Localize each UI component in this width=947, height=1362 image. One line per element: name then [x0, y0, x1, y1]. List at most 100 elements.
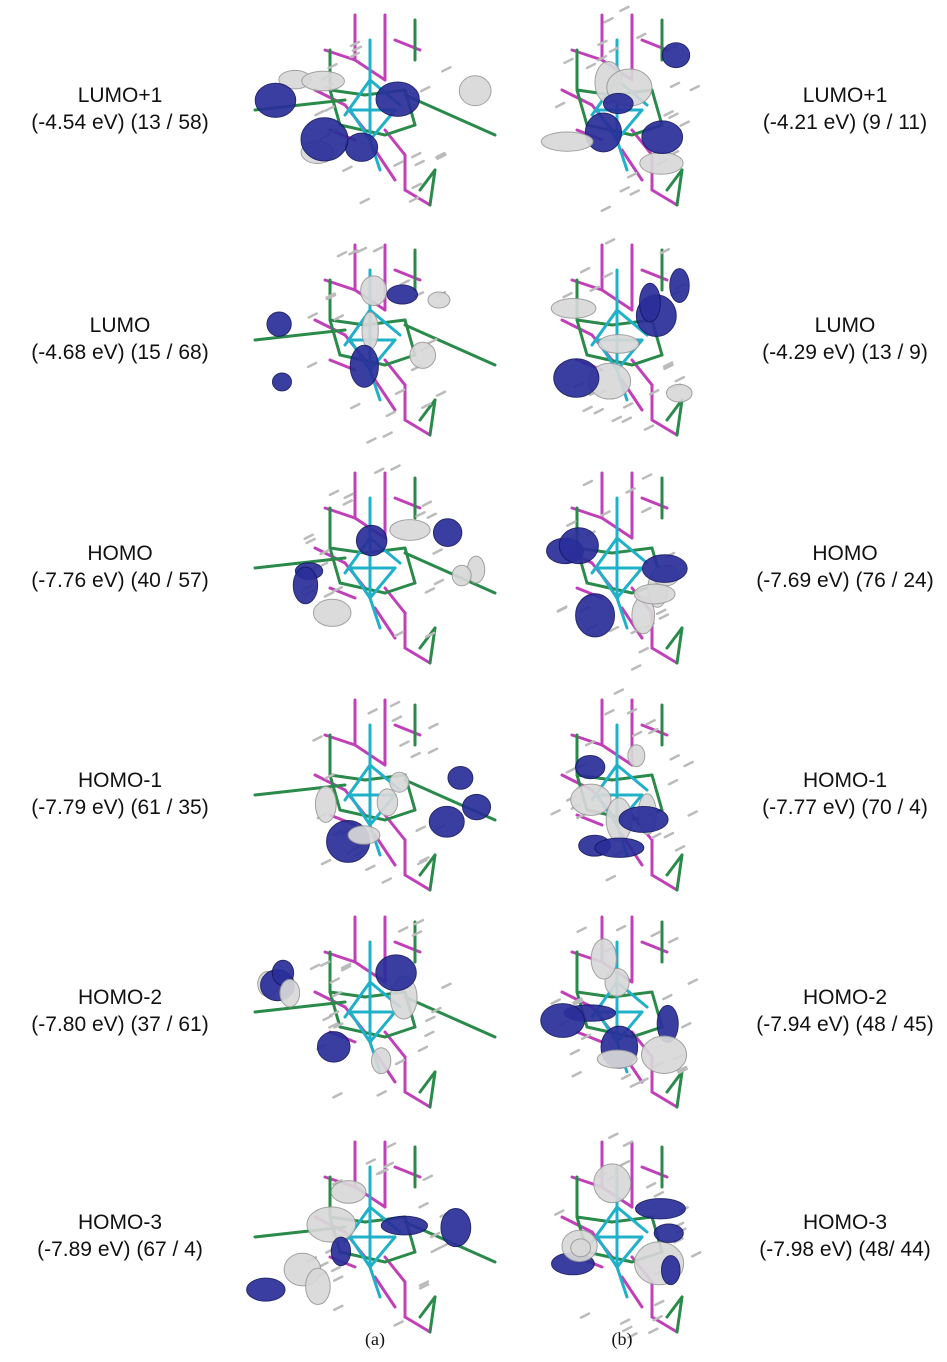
molecule-image — [247, 1142, 495, 1332]
molecule-image — [552, 690, 697, 890]
orbital-name: HOMO — [87, 542, 152, 565]
orbital-lobe — [267, 312, 291, 336]
bond — [358, 248, 366, 252]
bond — [573, 1072, 581, 1076]
bond — [350, 1012, 370, 1042]
bond — [428, 514, 436, 518]
orbital-energy: (-4.29 eV) (13 / 9) — [762, 341, 928, 364]
bond — [578, 928, 586, 932]
orbital-lobe — [598, 335, 638, 354]
bond — [367, 438, 375, 442]
orbital-lobe — [356, 525, 386, 555]
orbital-lobe — [331, 1181, 366, 1204]
bond — [405, 648, 430, 663]
figure: LUMO+1(-4.54 eV) (13 / 58)LUMO(-4.68 eV)… — [0, 0, 947, 1362]
bond — [315, 111, 323, 115]
bond — [621, 1320, 629, 1324]
bond — [632, 665, 640, 669]
orbital-lobe — [575, 756, 604, 779]
orbital-lobe — [541, 132, 593, 151]
bond — [555, 1211, 563, 1215]
bond — [412, 153, 420, 157]
bond — [385, 125, 415, 135]
bond — [366, 866, 374, 870]
orbital-lobe — [541, 1004, 585, 1038]
orbital-lobe — [376, 955, 417, 991]
orbital-lobe — [372, 1048, 391, 1074]
bond — [321, 962, 329, 966]
bond — [405, 997, 495, 1037]
orbital-lobe — [377, 789, 397, 816]
bond — [617, 926, 625, 930]
bond — [609, 1134, 617, 1138]
bond — [581, 268, 589, 272]
orbital-name: LUMO+1 — [78, 84, 163, 107]
orbital-lobe — [255, 83, 296, 117]
molecule-image — [255, 700, 495, 890]
orbital-lobe — [571, 784, 611, 815]
bond — [330, 548, 340, 583]
bond — [313, 737, 321, 741]
bond — [642, 508, 650, 512]
bond — [442, 67, 450, 71]
bond — [405, 875, 430, 890]
bond — [391, 466, 399, 470]
bond — [350, 795, 370, 825]
bond — [567, 522, 575, 526]
bond — [435, 580, 443, 584]
bond — [631, 1083, 639, 1087]
molecule-image — [551, 239, 692, 435]
bond — [387, 1143, 395, 1147]
bond — [689, 980, 697, 984]
bond — [607, 876, 615, 880]
orbital-energy: (-7.76 eV) (40 / 57) — [31, 569, 208, 592]
orbital-lobe — [307, 1207, 356, 1242]
orbital-lobe — [597, 1050, 637, 1068]
bond — [621, 187, 629, 191]
bond — [552, 810, 560, 814]
orbital-lobe — [348, 826, 380, 844]
orbital-lobe — [428, 292, 450, 308]
bond — [671, 755, 679, 759]
bond — [338, 252, 346, 256]
orbital-energy: (-7.77 eV) (70 / 4) — [762, 796, 928, 819]
bond — [345, 494, 353, 498]
orbital-lobe — [551, 298, 596, 318]
bond — [255, 330, 345, 340]
bond — [669, 780, 677, 784]
bond — [633, 732, 641, 736]
bond — [384, 433, 392, 437]
orbital-lobe — [362, 312, 378, 349]
orbital-energy: (-7.80 eV) (37 / 61) — [31, 1013, 208, 1036]
bond — [374, 247, 382, 251]
bond — [597, 1237, 617, 1267]
bond — [412, 753, 420, 757]
bond — [571, 1050, 579, 1054]
orbital-lobe — [603, 93, 633, 113]
orbital-lobe — [591, 939, 616, 979]
orbital-name: HOMO-3 — [803, 1211, 887, 1234]
bond — [405, 1092, 430, 1107]
bond — [395, 632, 403, 636]
bond — [605, 710, 613, 714]
bond — [665, 833, 673, 837]
orbital-lobe — [441, 1208, 471, 1246]
bond — [652, 834, 660, 838]
orbital-lobe — [350, 345, 378, 387]
bond — [395, 1321, 403, 1325]
bond — [587, 64, 595, 68]
bond — [333, 1093, 341, 1097]
orbital-lobe — [387, 285, 418, 304]
orbital-lobe — [642, 555, 687, 583]
orbital-lobe — [654, 1224, 683, 1242]
orbital-lobe — [345, 133, 377, 161]
orbital-energy: (-7.98 eV) (48/ 44) — [759, 1238, 931, 1261]
orbital-lobe — [301, 118, 348, 161]
bond — [652, 190, 677, 205]
bond — [396, 390, 404, 394]
bond — [425, 1032, 433, 1036]
orbital-lobe — [390, 772, 409, 792]
bond — [391, 702, 399, 706]
orbital-lobe — [302, 71, 345, 91]
bond — [343, 167, 351, 171]
